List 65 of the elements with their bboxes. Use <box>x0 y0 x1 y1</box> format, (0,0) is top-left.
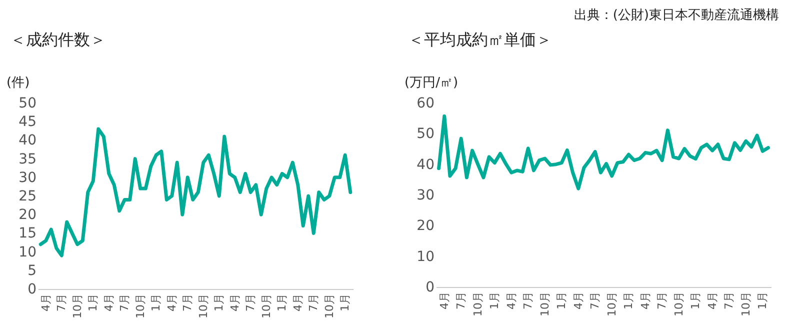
x-tick-label: 7月 <box>522 292 535 310</box>
x-tick-label: 1月 <box>212 294 226 312</box>
y-tick-label: 5 <box>28 262 36 279</box>
x-tick-label: 7月 <box>454 292 468 310</box>
y-tick-label: 30 <box>416 188 434 204</box>
x-tick-label: 10月 <box>134 294 147 318</box>
y-tick-label: 40 <box>18 132 36 149</box>
x-tick-label: 4月 <box>638 292 652 310</box>
y-tick-label: 50 <box>416 126 434 142</box>
x-tick-label: 4月 <box>165 294 178 312</box>
x-tick-label: 10月 <box>260 294 273 318</box>
x-tick-label: 1月 <box>622 292 636 310</box>
y-tick-label: 25 <box>18 188 36 204</box>
y-tick-label: 50 <box>18 96 36 112</box>
chart-title: ＜平均成約㎡単価＞ <box>408 30 552 49</box>
x-tick-label: 7月 <box>307 294 320 312</box>
y-tick-label: 0 <box>426 280 434 296</box>
x-tick-label: 4月 <box>291 294 304 312</box>
x-tick-label: 1月 <box>86 294 100 312</box>
x-tick-label: 4月 <box>228 294 242 312</box>
x-tick-label: 4月 <box>39 294 52 312</box>
x-tick-label: 10月 <box>672 292 686 316</box>
x-tick-label: 7月 <box>181 294 194 312</box>
x-tick-label: 4月 <box>572 292 585 310</box>
x-tick-label: 1月 <box>488 292 502 310</box>
x-tick-label: 1月 <box>276 294 289 312</box>
x-tick-label: 10月 <box>538 292 552 316</box>
chart-title: ＜成約件数＞ <box>10 30 106 49</box>
x-tick-label: 4月 <box>504 292 518 310</box>
x-tick-label: 1月 <box>689 292 702 310</box>
y-axis-title: (万円/㎡) <box>404 76 458 90</box>
y-tick-label: 40 <box>416 156 434 173</box>
y-tick-label: 10 <box>416 248 434 265</box>
x-tick-label: 10月 <box>739 292 752 316</box>
x-tick-label: 1月 <box>555 292 568 310</box>
y-tick-label: 20 <box>18 207 36 224</box>
x-tick-label: 7月 <box>244 294 258 312</box>
x-tick-label: 7月 <box>55 294 68 312</box>
x-tick-label: 10月 <box>70 294 84 318</box>
y-axis-title: (件) <box>6 76 30 90</box>
y-tick-label: 0 <box>28 282 36 298</box>
source-note: 出典：(公財)東日本不動産流通機構 <box>574 7 779 24</box>
y-tick-label: 15 <box>18 226 36 242</box>
x-tick-label: 4月 <box>102 294 116 312</box>
x-tick-label: 10月 <box>322 294 336 318</box>
x-tick-label: 7月 <box>118 294 132 312</box>
y-tick-label: 20 <box>416 218 434 234</box>
x-tick-label: 7月 <box>722 292 736 310</box>
y-tick-label: 60 <box>416 96 434 112</box>
line-series <box>437 114 770 190</box>
y-tick-label: 35 <box>18 151 36 168</box>
x-tick-label: 10月 <box>196 294 210 318</box>
x-tick-label: 1月 <box>338 294 352 312</box>
line-series <box>38 127 352 258</box>
x-tick-label: 10月 <box>605 292 618 316</box>
x-tick-label: 7月 <box>588 292 602 310</box>
x-tick-label: 4月 <box>438 292 451 310</box>
x-tick-label: 10月 <box>471 292 484 316</box>
x-tick-label: 7月 <box>656 292 669 310</box>
y-tick-label: 45 <box>18 114 36 130</box>
x-tick-label: 1月 <box>756 292 770 310</box>
x-tick-label: 4月 <box>706 292 719 310</box>
y-tick-label: 10 <box>18 244 36 260</box>
y-tick-label: 30 <box>18 170 36 186</box>
x-tick-label: 1月 <box>150 294 163 312</box>
